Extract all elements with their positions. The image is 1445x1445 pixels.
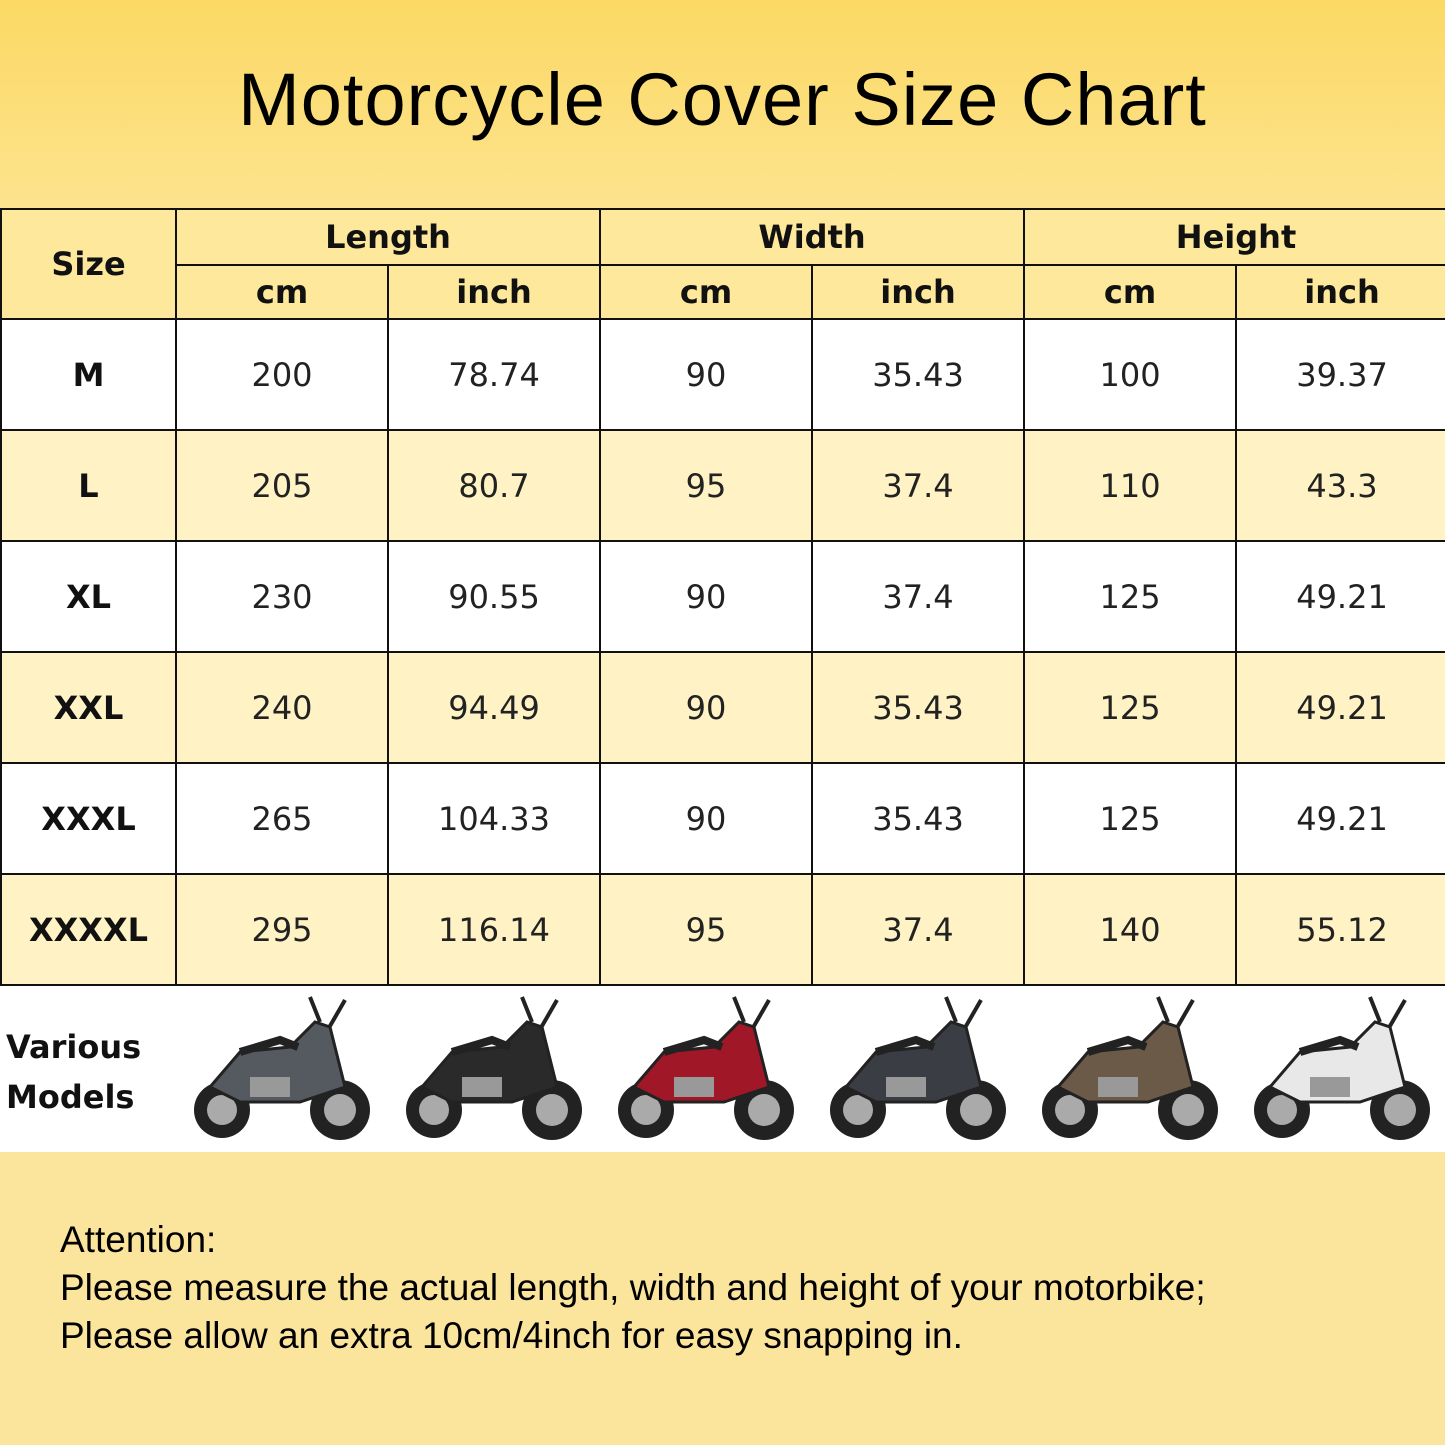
size-cell: L: [0, 429, 177, 542]
value-cell: 94.49: [386, 651, 602, 764]
value-cell: 200: [175, 318, 389, 431]
motorcycle-image: [1240, 992, 1440, 1148]
table-row: M 200 78.74 90 35.43 100 39.37: [0, 318, 1445, 431]
various-models-strip: Various Models: [0, 986, 1445, 1152]
size-cell: M: [0, 318, 177, 431]
motorcycle-image: [816, 992, 1016, 1148]
motorcycle-image: [392, 992, 592, 1148]
value-cell: 49.21: [1235, 762, 1445, 875]
value-cell: 35.43: [811, 762, 1026, 875]
motorcycle-image: [180, 992, 380, 1148]
table-row: XL 230 90.55 90 37.4 125 49.21: [0, 540, 1445, 653]
unit-header: inch: [1235, 264, 1445, 320]
value-cell: 110: [1023, 429, 1238, 542]
value-cell: 95: [599, 429, 814, 542]
value-cell: 39.37: [1235, 318, 1445, 431]
models-label: Various Models: [6, 1022, 141, 1122]
value-cell: 78.74: [386, 318, 602, 431]
value-cell: 80.7: [386, 429, 602, 542]
attention-line-1: Please measure the actual length, width …: [60, 1267, 1206, 1308]
value-cell: 90.55: [386, 540, 602, 653]
size-header: Size: [0, 208, 177, 320]
value-cell: 35.43: [811, 318, 1026, 431]
attention-line-2: Please allow an extra 10cm/4inch for eas…: [60, 1315, 963, 1356]
value-cell: 240: [175, 651, 389, 764]
unit-header: cm: [1023, 264, 1238, 320]
table-row: XXL 240 94.49 90 35.43 125 49.21: [0, 651, 1445, 764]
unit-header: cm: [175, 264, 389, 320]
page-title: Motorcycle Cover Size Chart: [238, 57, 1207, 141]
value-cell: 37.4: [811, 873, 1026, 986]
value-cell: 125: [1023, 651, 1238, 764]
motorcycle-image: [1028, 992, 1228, 1148]
motorcycle-image: [604, 992, 804, 1148]
size-cell: XXL: [0, 651, 177, 764]
value-cell: 49.21: [1235, 540, 1445, 653]
value-cell: 37.4: [811, 540, 1026, 653]
value-cell: 295: [175, 873, 389, 986]
value-cell: 90: [599, 762, 814, 875]
table-row: XXXL 265 104.33 90 35.43 125 49.21: [0, 762, 1445, 875]
attention-note: Attention: Please measure the actual len…: [60, 1216, 1206, 1360]
size-table: Size Length Width Height cm inch cm inch cm i…: [0, 208, 1445, 986]
value-cell: 125: [1023, 540, 1238, 653]
title-banner: Motorcycle Cover Size Chart: [0, 0, 1445, 208]
value-cell: 205: [175, 429, 389, 542]
size-cell: XXXXL: [0, 873, 177, 986]
value-cell: 104.33: [386, 762, 602, 875]
value-cell: 90: [599, 318, 814, 431]
value-cell: 90: [599, 540, 814, 653]
width-header: Width: [599, 208, 1026, 266]
value-cell: 37.4: [811, 429, 1026, 542]
unit-header: inch: [811, 264, 1026, 320]
models-label-line2: Models: [6, 1078, 135, 1116]
value-cell: 90: [599, 651, 814, 764]
value-cell: 265: [175, 762, 389, 875]
value-cell: 230: [175, 540, 389, 653]
length-header: Length: [174, 208, 602, 266]
value-cell: 140: [1023, 873, 1238, 986]
height-header: Height: [1023, 208, 1445, 266]
value-cell: 100: [1023, 318, 1238, 431]
value-cell: 43.3: [1235, 429, 1445, 542]
attention-heading: Attention:: [60, 1219, 217, 1260]
value-cell: 125: [1023, 762, 1238, 875]
table-row: L 205 80.7 95 37.4 110 43.3: [0, 429, 1445, 542]
value-cell: 35.43: [811, 651, 1026, 764]
value-cell: 49.21: [1235, 651, 1445, 764]
table-row: XXXXL 295 116.14 95 37.4 140 55.12: [0, 873, 1445, 986]
value-cell: 116.14: [386, 873, 602, 986]
value-cell: 55.12: [1235, 873, 1445, 986]
value-cell: 95: [599, 873, 814, 986]
size-cell: XL: [0, 540, 177, 653]
size-cell: XXXL: [0, 762, 177, 875]
unit-header: inch: [386, 264, 602, 320]
unit-header: cm: [599, 264, 814, 320]
models-label-line1: Various: [6, 1028, 142, 1066]
